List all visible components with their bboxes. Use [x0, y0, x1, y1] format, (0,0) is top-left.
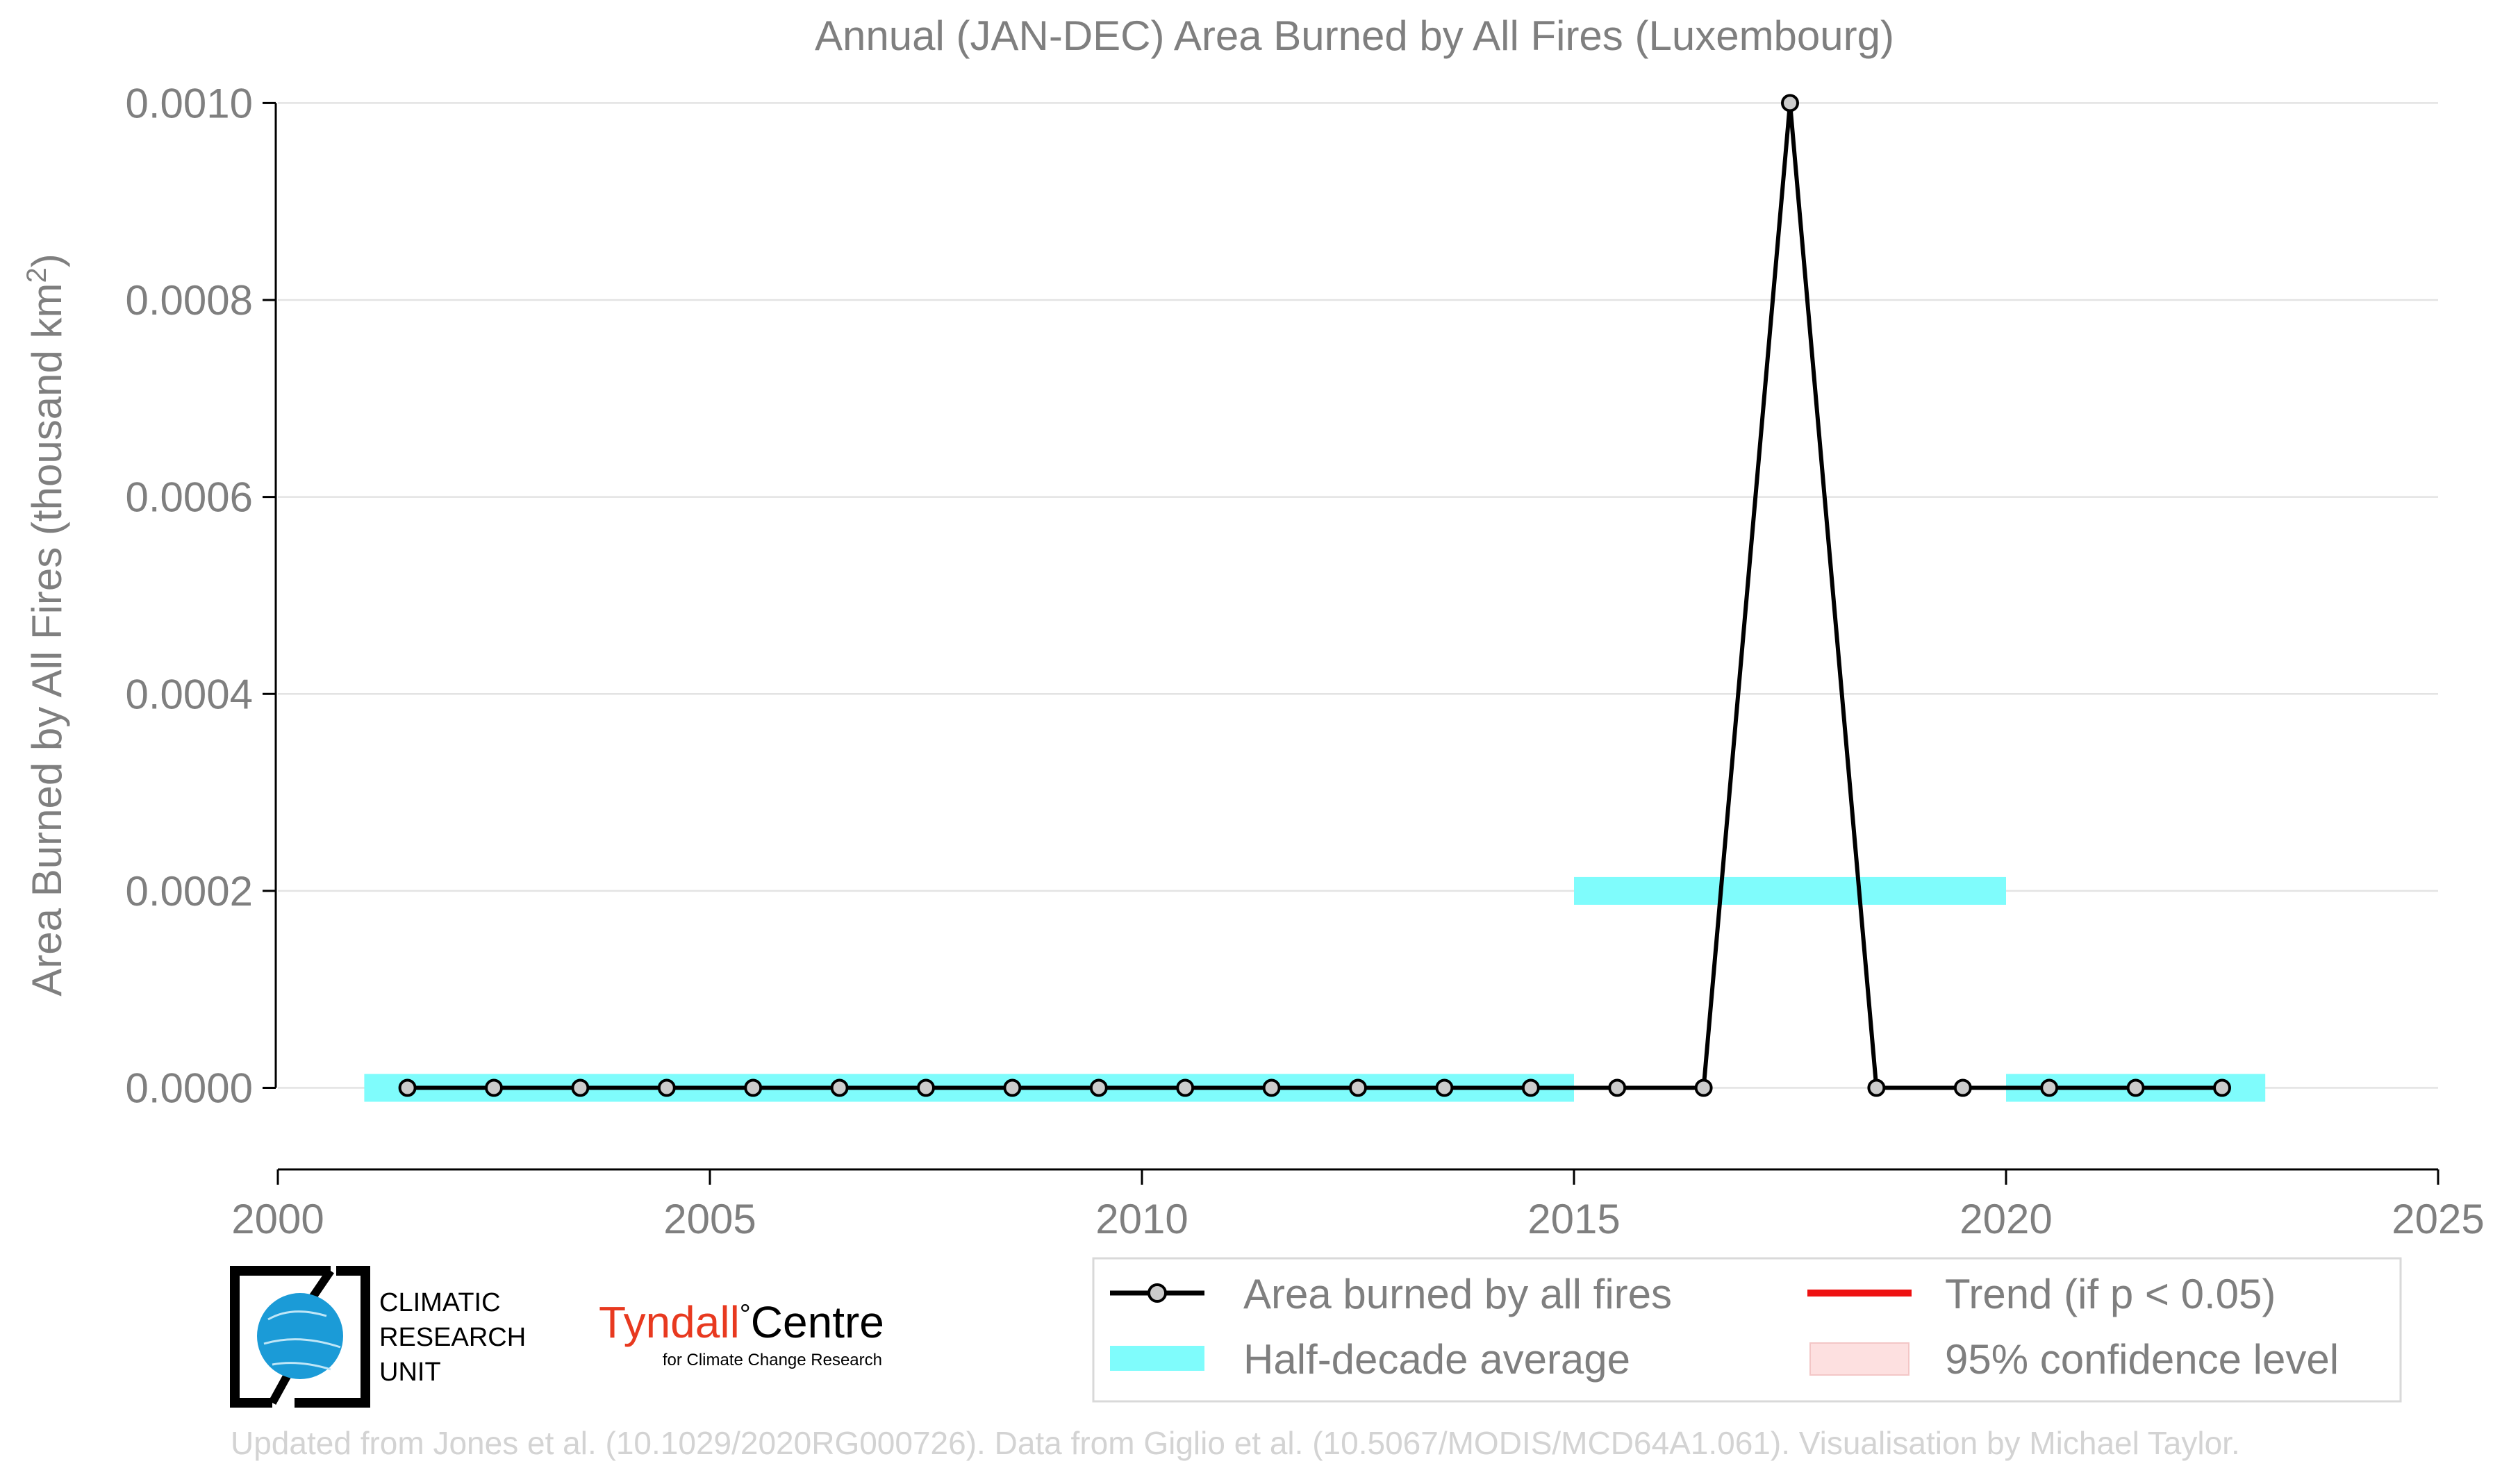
data-point — [830, 1078, 849, 1097]
legend-label-trend: Trend (if p < 0.05) — [1945, 1271, 2276, 1317]
data-point — [398, 1078, 417, 1097]
series-area-burned — [407, 103, 2222, 1090]
data-point — [1003, 1078, 1022, 1097]
footer-attribution: Updated from Jones et al. (10.1029/2020R… — [231, 1425, 2240, 1461]
cru-logo-bracket-right — [295, 1266, 370, 1408]
legend-label-half-decade: Half-decade average — [1243, 1336, 1630, 1383]
tyndall-logo-wordmark: Tyndall°Centre — [599, 1297, 884, 1347]
y-tick-label: 0.0006 — [125, 474, 253, 521]
data-point — [1349, 1078, 1367, 1097]
y-axis-label-main: Area Burned by All Fires (thousand km — [24, 283, 70, 997]
legend-label-confidence: 95% confidence level — [1945, 1336, 2339, 1383]
data-point — [1953, 1078, 1972, 1097]
half-decade-average-bar — [1574, 876, 2006, 905]
x-tick-label: 2020 — [1960, 1196, 2052, 1242]
data-point — [485, 1078, 503, 1097]
cru-logo-bracket-left — [230, 1266, 331, 1408]
data-point — [1262, 1078, 1281, 1097]
data-point — [1781, 94, 1799, 112]
y-axis: 0.0000 0.0002 0.0004 0.0006 0.0008 0.0010 — [125, 80, 277, 1112]
legend-swatch-confidence — [1809, 1342, 1909, 1376]
data-point — [1089, 1078, 1108, 1097]
data-point — [2040, 1078, 2059, 1097]
tyndall-logo-main: Tyndall — [599, 1297, 740, 1347]
cru-globe-icon — [257, 1293, 343, 1379]
series-markers — [398, 94, 2231, 1097]
data-point — [917, 1078, 935, 1097]
legend-swatch-half-decade — [1110, 1346, 1204, 1371]
y-tick-label: 0.0004 — [125, 671, 253, 717]
cru-logo-line-1: CLIMATIC — [379, 1288, 501, 1317]
x-tick-label: 2015 — [1527, 1196, 1620, 1242]
cru-globe-highlight — [263, 1310, 341, 1371]
data-point — [1608, 1078, 1627, 1097]
chart-title: Annual (JAN-DEC) Area Burned by All Fire… — [815, 12, 1894, 59]
x-tick-label: 2000 — [231, 1196, 324, 1242]
data-point — [2213, 1078, 2231, 1097]
x-tick-label: 2005 — [663, 1196, 756, 1242]
cru-logo-line-3: UNIT — [379, 1358, 441, 1387]
data-point — [744, 1078, 763, 1097]
legend-box — [1092, 1257, 2402, 1403]
y-tick-label: 0.0000 — [125, 1065, 253, 1112]
data-point — [1435, 1078, 1454, 1097]
x-axis: 2000 2005 2010 2015 2020 2025 — [231, 1168, 2485, 1242]
y-tick-label: 0.0002 — [125, 868, 253, 915]
tyndall-logo-centre: Centre — [751, 1297, 884, 1347]
data-point — [571, 1078, 590, 1097]
x-tick-label: 2010 — [1095, 1196, 1188, 1242]
tyndall-logo: Tyndall°Centre for Climate Change Resear… — [599, 1297, 884, 1369]
y-axis-label-close: ) — [24, 253, 70, 267]
x-tick-label: 2025 — [2392, 1196, 2484, 1242]
legend-label-area-burned: Area burned by all fires — [1243, 1271, 1672, 1317]
tyndall-logo-degree: ° — [740, 1299, 751, 1330]
legend-swatch-marker — [1148, 1283, 1167, 1303]
data-point — [2126, 1078, 2145, 1097]
legend: Area burned by all fires Trend (if p < 0… — [1092, 1257, 2402, 1403]
y-tick-label: 0.0010 — [125, 80, 253, 126]
cru-logo: CLIMATIC RESEARCH UNIT — [230, 1266, 526, 1408]
cru-logo-line-2: RESEARCH — [379, 1323, 526, 1352]
data-point — [657, 1078, 676, 1097]
data-point — [1176, 1078, 1195, 1097]
data-point — [1694, 1078, 1713, 1097]
y-tick-label: 0.0008 — [125, 277, 253, 324]
tyndall-logo-subtitle: for Climate Change Research — [663, 1351, 882, 1369]
data-point — [1521, 1078, 1540, 1097]
cru-logo-slash-bottom — [268, 1373, 292, 1405]
data-point — [1867, 1078, 1886, 1097]
series-line-area-burned — [407, 103, 2222, 1090]
y-axis-label: Area Burned by All Fires (thousand km2) — [22, 253, 70, 996]
y-axis-label-superscript: 2 — [22, 267, 52, 283]
